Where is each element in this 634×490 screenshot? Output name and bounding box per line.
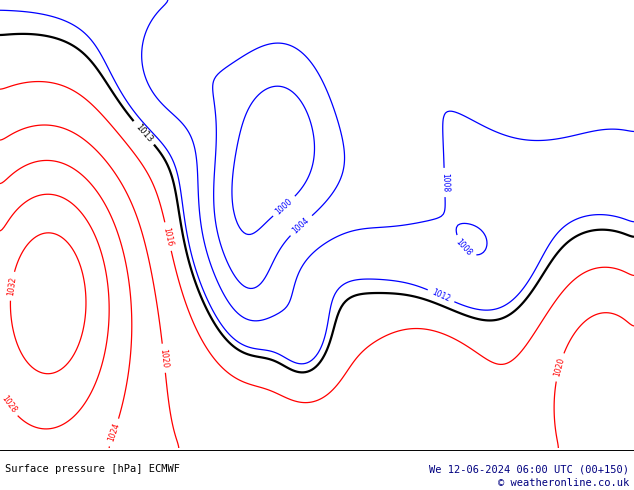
- Text: We 12-06-2024 06:00 UTC (00+150): We 12-06-2024 06:00 UTC (00+150): [429, 464, 629, 474]
- Text: Surface pressure [hPa] ECMWF: Surface pressure [hPa] ECMWF: [5, 464, 180, 474]
- Text: © weatheronline.co.uk: © weatheronline.co.uk: [498, 478, 629, 488]
- Text: 1004: 1004: [291, 216, 311, 235]
- Text: 1020: 1020: [158, 348, 169, 368]
- Text: 1012: 1012: [430, 288, 451, 304]
- Text: 1032: 1032: [6, 276, 17, 296]
- Text: 1000: 1000: [274, 196, 294, 216]
- Text: 1008: 1008: [454, 238, 474, 258]
- Text: 1028: 1028: [0, 394, 18, 415]
- Text: 1024: 1024: [107, 422, 122, 443]
- Text: 1020: 1020: [552, 357, 566, 378]
- Text: 1008: 1008: [440, 173, 450, 192]
- Text: 1013: 1013: [133, 122, 154, 144]
- Text: 1016: 1016: [162, 226, 174, 247]
